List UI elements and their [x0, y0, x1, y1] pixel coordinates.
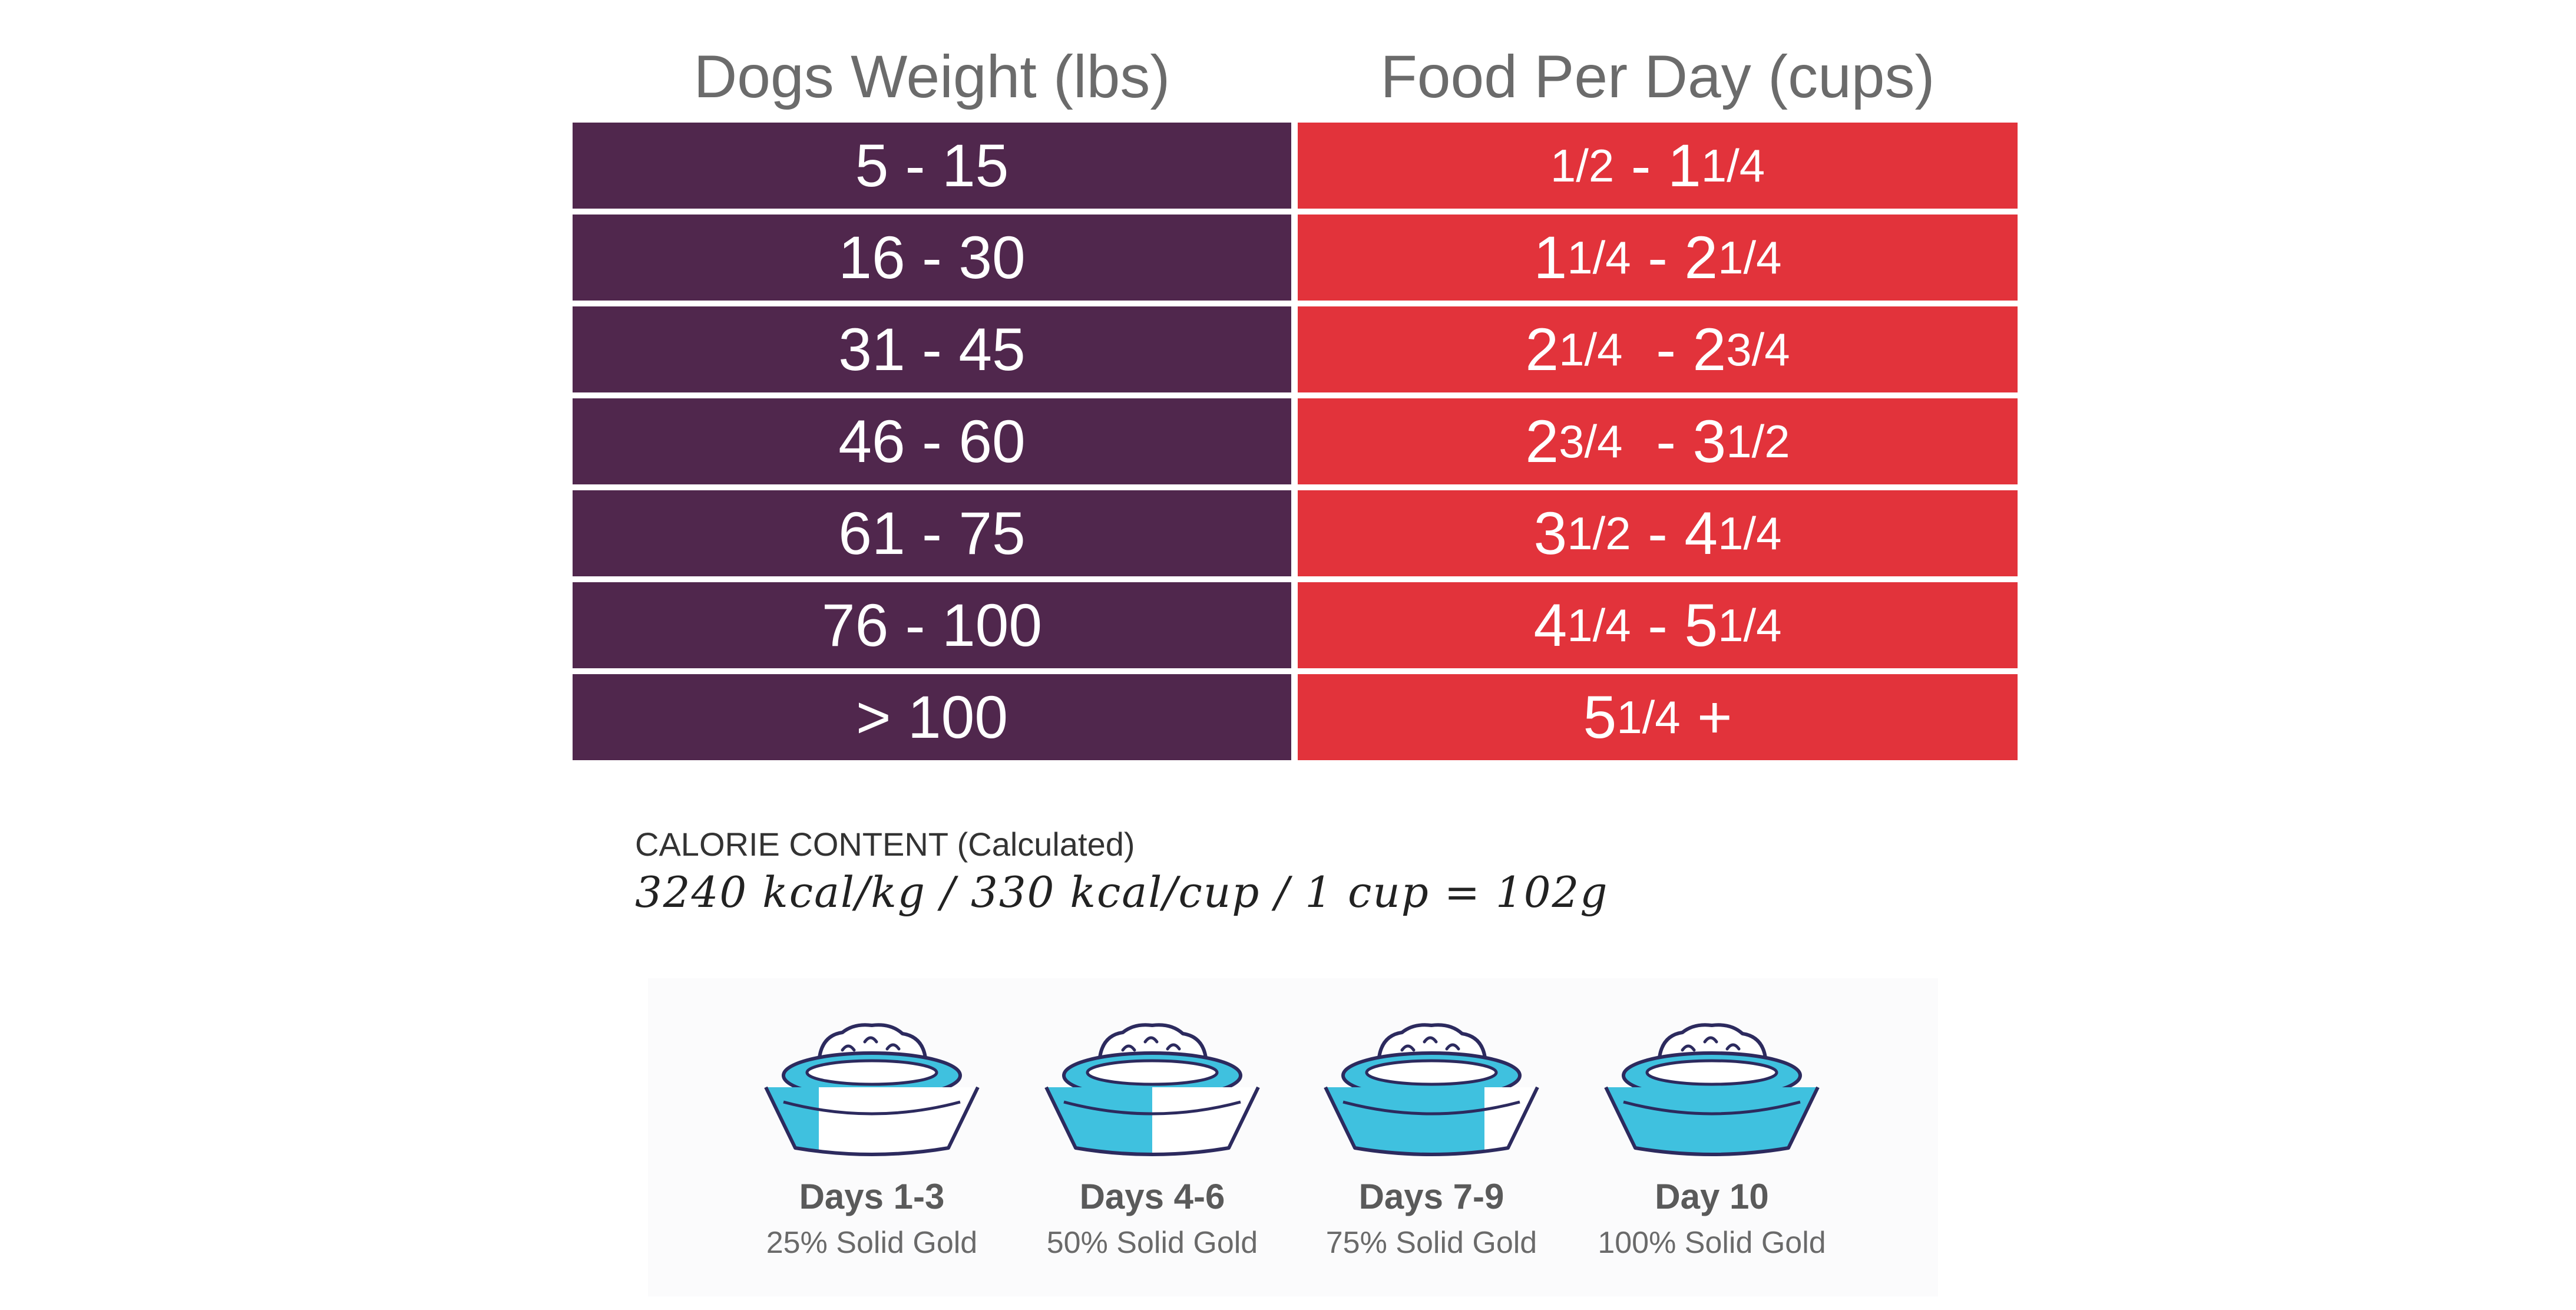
food-min-whole: 2	[1525, 315, 1559, 383]
weight-cell: 5 - 15	[573, 123, 1291, 209]
food-max-whole: 4	[1684, 499, 1718, 567]
food-min-whole: 5	[1583, 683, 1617, 751]
transition-step: Day 10 100% Solid Gold	[1565, 1014, 1859, 1260]
food-bowl-icon	[764, 1023, 980, 1156]
food-max-whole: 1	[1667, 131, 1701, 199]
header-dogs-weight: Dogs Weight (lbs)	[693, 42, 1170, 110]
food-min-fraction: 1/4	[1567, 231, 1631, 283]
calorie-content-title: CALORIE CONTENT (Calculated)	[635, 826, 1135, 863]
weight-cell: 31 - 45	[573, 306, 1291, 392]
food-separator: -	[1622, 407, 1693, 475]
food-min-whole: 3	[1533, 499, 1568, 567]
transition-step-day: Days 4-6	[1079, 1177, 1225, 1216]
table-row: 31 - 45 2 1/4 - 2 3/4	[573, 306, 2018, 392]
transition-step-day: Days 1-3	[799, 1177, 945, 1216]
food-max-fraction: 1/4	[1718, 231, 1782, 283]
food-min-fraction: 3/4	[1559, 415, 1623, 467]
food-max-fraction: 1/2	[1726, 415, 1790, 467]
transition-step-day: Day 10	[1655, 1177, 1769, 1216]
table-row: 76 - 100 4 1/4 - 5 1/4	[573, 582, 2018, 668]
food-max-fraction: 3/4	[1726, 323, 1790, 375]
table-row: 5 - 15 1/2 - 1 1/4	[573, 123, 2018, 209]
header-food-per-day: Food Per Day (cups)	[1380, 42, 1935, 110]
transition-step: Days 4-6 50% Solid Gold	[1005, 1014, 1299, 1260]
food-separator: -	[1631, 223, 1685, 291]
weight-cell: 61 - 75	[573, 490, 1291, 576]
weight-cell: 16 - 30	[573, 215, 1291, 301]
food-separator: -	[1614, 131, 1668, 199]
transition-step-percentage: 50% Solid Gold	[1046, 1226, 1258, 1260]
weight-cell: > 100	[573, 674, 1291, 760]
food-cell: 5 1/4 +	[1298, 674, 2018, 760]
food-min-fraction: 1/4	[1567, 599, 1631, 651]
food-max-whole: 2	[1684, 223, 1718, 291]
food-max-whole: 5	[1684, 591, 1718, 659]
food-cell: 2 1/4 - 2 3/4	[1298, 306, 2018, 392]
feeding-table: 5 - 15 1/2 - 1 1/4 16 - 30 1 1/4 - 2 1/4 31 - 4…	[573, 123, 2018, 760]
food-cell: 1 1/4 - 2 1/4	[1298, 215, 2018, 301]
food-min-fraction: 1/4	[1559, 323, 1623, 375]
transition-step: Days 1-3 25% Solid Gold	[725, 1014, 1019, 1260]
transition-guide: Days 1-3 25% Solid Gold Days 4-6 50% Solid …	[648, 978, 1938, 1296]
transition-step-percentage: 25% Solid Gold	[766, 1226, 978, 1260]
table-row: > 100 5 1/4 +	[573, 674, 2018, 760]
transition-step-percentage: 100% Solid Gold	[1598, 1226, 1826, 1260]
transition-step: Days 7-9 75% Solid Gold	[1284, 1014, 1579, 1260]
table-row: 46 - 60 2 3/4 - 3 1/2	[573, 398, 2018, 484]
food-max-whole: 2	[1692, 315, 1727, 383]
food-max-fraction: 1/4	[1718, 599, 1782, 651]
food-bowl-icon	[1604, 1023, 1820, 1156]
food-max-fraction: 1/4	[1701, 139, 1765, 192]
food-min-fraction: 1/2	[1567, 507, 1631, 559]
transition-step-percentage: 75% Solid Gold	[1325, 1226, 1537, 1260]
food-separator: -	[1631, 499, 1685, 567]
food-min-whole: 4	[1533, 591, 1568, 659]
food-separator: -	[1622, 315, 1693, 383]
food-min-whole: 2	[1525, 407, 1559, 475]
food-max-whole: 3	[1692, 407, 1727, 475]
food-separator: -	[1631, 591, 1685, 659]
table-row: 16 - 30 1 1/4 - 2 1/4	[573, 215, 2018, 301]
weight-cell: 76 - 100	[573, 582, 1291, 668]
table-row: 61 - 75 3 1/2 - 4 1/4	[573, 490, 2018, 576]
food-cell: 2 3/4 - 3 1/2	[1298, 398, 2018, 484]
food-cell: 4 1/4 - 5 1/4	[1298, 582, 2018, 668]
food-max-fraction: 1/4	[1718, 507, 1782, 559]
food-separator: +	[1680, 683, 1732, 751]
food-cell: 3 1/2 - 4 1/4	[1298, 490, 2018, 576]
transition-step-day: Days 7-9	[1358, 1177, 1504, 1216]
food-min-whole: 1	[1533, 223, 1568, 291]
food-bowl-icon	[1044, 1023, 1260, 1156]
food-min-fraction: 1/4	[1616, 691, 1681, 743]
weight-cell: 46 - 60	[573, 398, 1291, 484]
food-min-fraction: 1/2	[1550, 139, 1615, 192]
food-cell: 1/2 - 1 1/4	[1298, 123, 2018, 209]
food-bowl-icon	[1324, 1023, 1539, 1156]
calorie-content-values: 3240 kcal/kg / 330 kcal/cup / 1 cup = 10…	[635, 867, 1609, 917]
